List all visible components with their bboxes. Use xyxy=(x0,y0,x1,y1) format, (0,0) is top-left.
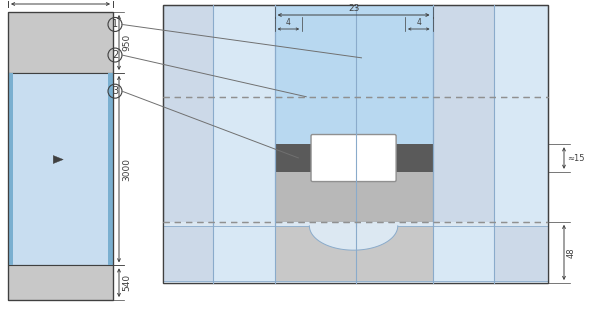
Bar xyxy=(433,226,494,281)
Text: 950: 950 xyxy=(122,34,131,51)
Bar xyxy=(8,73,113,265)
Bar xyxy=(163,5,548,283)
Bar xyxy=(163,226,213,281)
Bar xyxy=(494,226,548,281)
Text: 23: 23 xyxy=(348,4,359,13)
Text: 48: 48 xyxy=(567,247,576,258)
Bar xyxy=(494,5,548,283)
Bar xyxy=(275,5,433,144)
Bar xyxy=(108,73,113,265)
Text: 4: 4 xyxy=(286,18,291,27)
Bar xyxy=(275,226,433,281)
Text: ≈15: ≈15 xyxy=(567,154,584,163)
Text: 4: 4 xyxy=(416,18,421,27)
Bar xyxy=(163,222,548,283)
Bar xyxy=(275,5,355,283)
Text: 1: 1 xyxy=(112,19,118,29)
Bar xyxy=(275,144,433,172)
Polygon shape xyxy=(53,156,63,164)
Bar xyxy=(163,5,548,283)
Text: 1350: 1350 xyxy=(49,0,72,2)
Text: 2: 2 xyxy=(112,50,118,60)
Bar xyxy=(355,5,433,283)
Bar xyxy=(8,12,113,300)
Bar xyxy=(8,12,113,73)
Text: 3: 3 xyxy=(112,86,118,96)
Bar xyxy=(275,5,433,222)
Bar xyxy=(213,5,275,283)
Bar xyxy=(433,5,494,283)
Bar xyxy=(275,172,433,222)
Text: 540: 540 xyxy=(122,274,131,291)
Bar xyxy=(8,265,113,300)
Bar xyxy=(163,5,213,283)
Bar xyxy=(213,226,275,281)
Bar xyxy=(8,73,13,265)
Text: 3000: 3000 xyxy=(122,158,131,181)
FancyBboxPatch shape xyxy=(311,135,396,182)
